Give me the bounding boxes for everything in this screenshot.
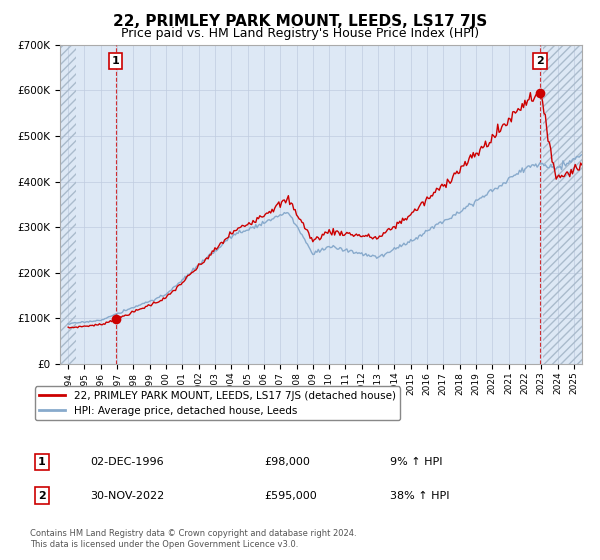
Text: 2: 2 — [536, 56, 544, 66]
Text: 22, PRIMLEY PARK MOUNT, LEEDS, LS17 7JS: 22, PRIMLEY PARK MOUNT, LEEDS, LS17 7JS — [113, 14, 487, 29]
Text: 30-NOV-2022: 30-NOV-2022 — [90, 491, 164, 501]
Text: Contains HM Land Registry data © Crown copyright and database right 2024.
This d: Contains HM Land Registry data © Crown c… — [30, 529, 356, 549]
Text: 1: 1 — [112, 56, 119, 66]
Text: 9% ↑ HPI: 9% ↑ HPI — [390, 457, 443, 467]
Text: £98,000: £98,000 — [264, 457, 310, 467]
Bar — [542, 45, 582, 364]
Text: Price paid vs. HM Land Registry's House Price Index (HPI): Price paid vs. HM Land Registry's House … — [121, 27, 479, 40]
Text: 38% ↑ HPI: 38% ↑ HPI — [390, 491, 449, 501]
Text: 02-DEC-1996: 02-DEC-1996 — [90, 457, 164, 467]
Legend: 22, PRIMLEY PARK MOUNT, LEEDS, LS17 7JS (detached house), HPI: Average price, de: 22, PRIMLEY PARK MOUNT, LEEDS, LS17 7JS … — [35, 386, 400, 420]
Bar — [60, 45, 76, 364]
Text: 1: 1 — [38, 457, 46, 467]
Text: 2: 2 — [38, 491, 46, 501]
Text: £595,000: £595,000 — [264, 491, 317, 501]
